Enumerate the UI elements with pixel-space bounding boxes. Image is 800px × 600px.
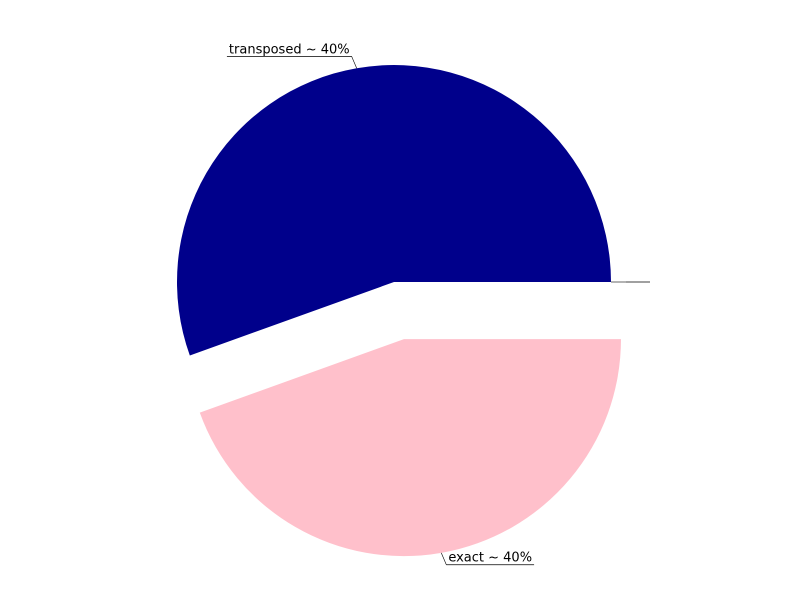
pie-slice-1: [199, 339, 621, 557]
slice-leader-line-1: [441, 552, 447, 565]
slice-label-group-1: exact ~ 40%: [441, 551, 535, 566]
slice-label-0: transposed ~ 40%: [229, 42, 350, 57]
pie-slice-0: [176, 64, 611, 356]
slice-labels: transposed ~ 40% exact ~ 40%: [226, 42, 650, 566]
pie-slices: [176, 64, 621, 557]
slice-leader-line-0: [351, 56, 357, 69]
slice-label-group-0: transposed ~ 40%: [226, 42, 357, 69]
slice-label-1: exact ~ 40%: [448, 551, 532, 566]
